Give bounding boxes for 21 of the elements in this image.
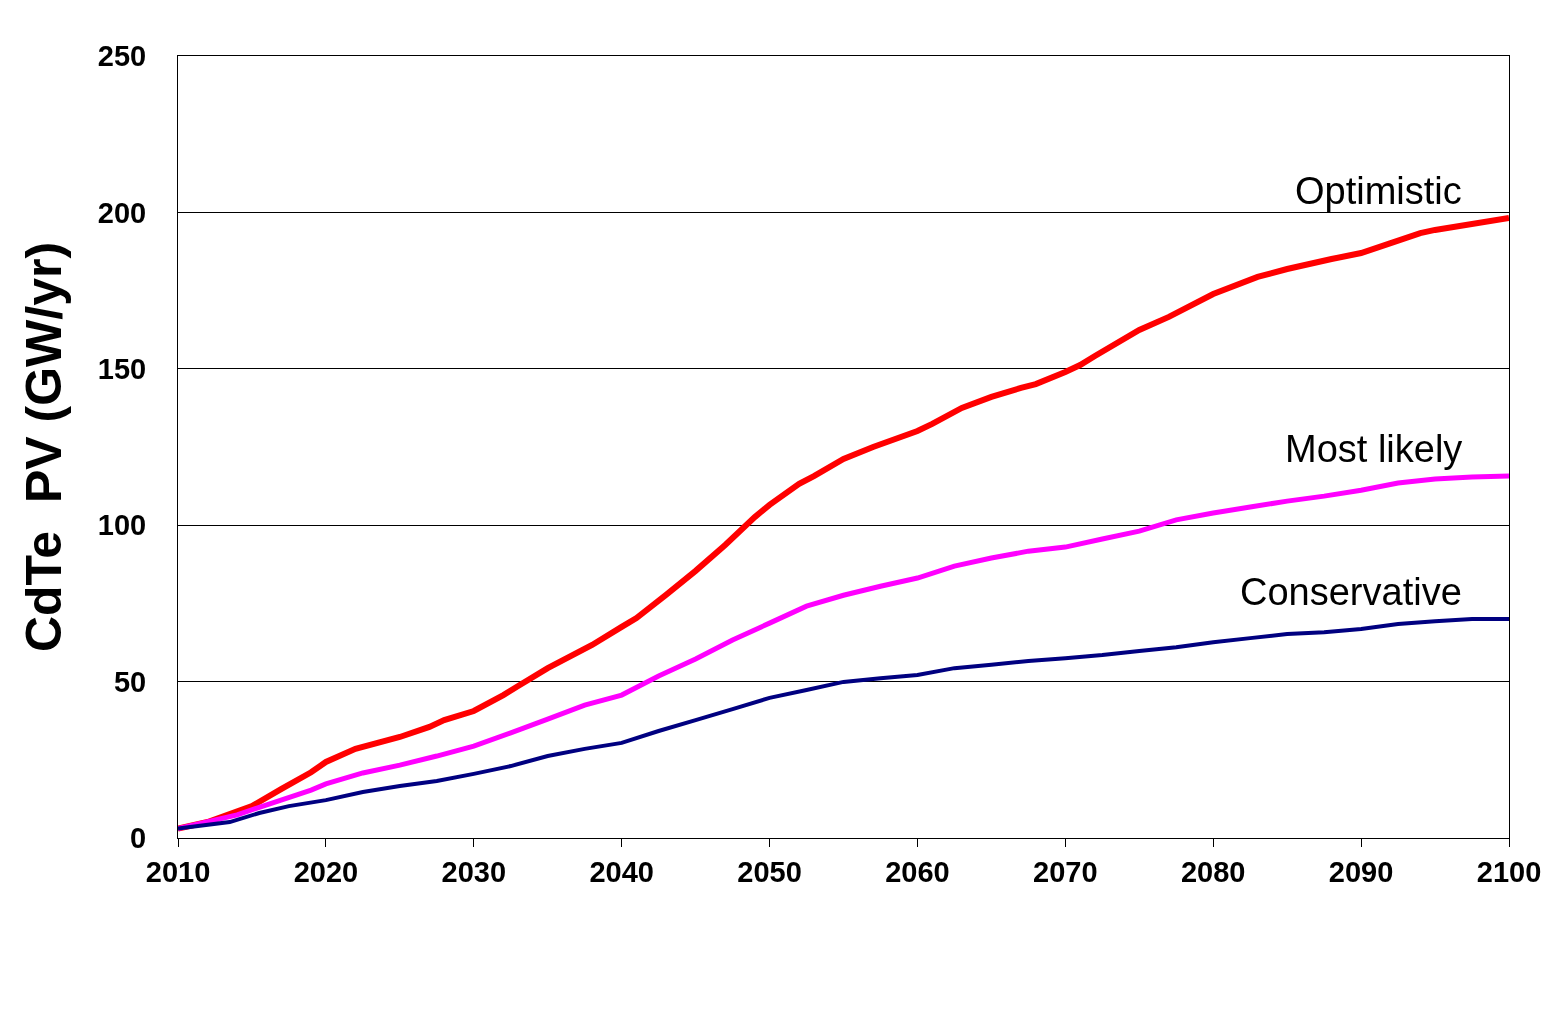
y-tick-label: 100	[97, 509, 147, 542]
x-tick-label: 2070	[1033, 855, 1098, 888]
y-tick-label: 150	[97, 352, 147, 385]
x-tick-label: 2100	[1476, 855, 1542, 888]
y-tick-label: 200	[97, 196, 147, 229]
x-tick-label: 2060	[885, 855, 950, 888]
y-tick-label: 250	[97, 40, 147, 73]
series-label: Conservative	[1240, 571, 1462, 613]
y-tick-label: 0	[130, 822, 147, 855]
x-tick-label: 2090	[1328, 855, 1394, 888]
y-tick-label: 50	[113, 665, 147, 698]
x-tick-label: 2080	[1180, 855, 1246, 888]
x-tick-label: 2030	[441, 855, 507, 888]
line-series	[178, 617, 1509, 831]
x-tick-label: 2050	[737, 855, 802, 888]
x-tick-label: 2040	[589, 855, 654, 888]
y-axis-title: CdTe PV (GW/yr)	[15, 241, 72, 653]
series-label: Optimistic	[1295, 170, 1462, 212]
series-label: Most likely	[1285, 428, 1463, 470]
x-tick-label: 2010	[145, 855, 211, 888]
x-tick-label: 2020	[293, 855, 359, 888]
